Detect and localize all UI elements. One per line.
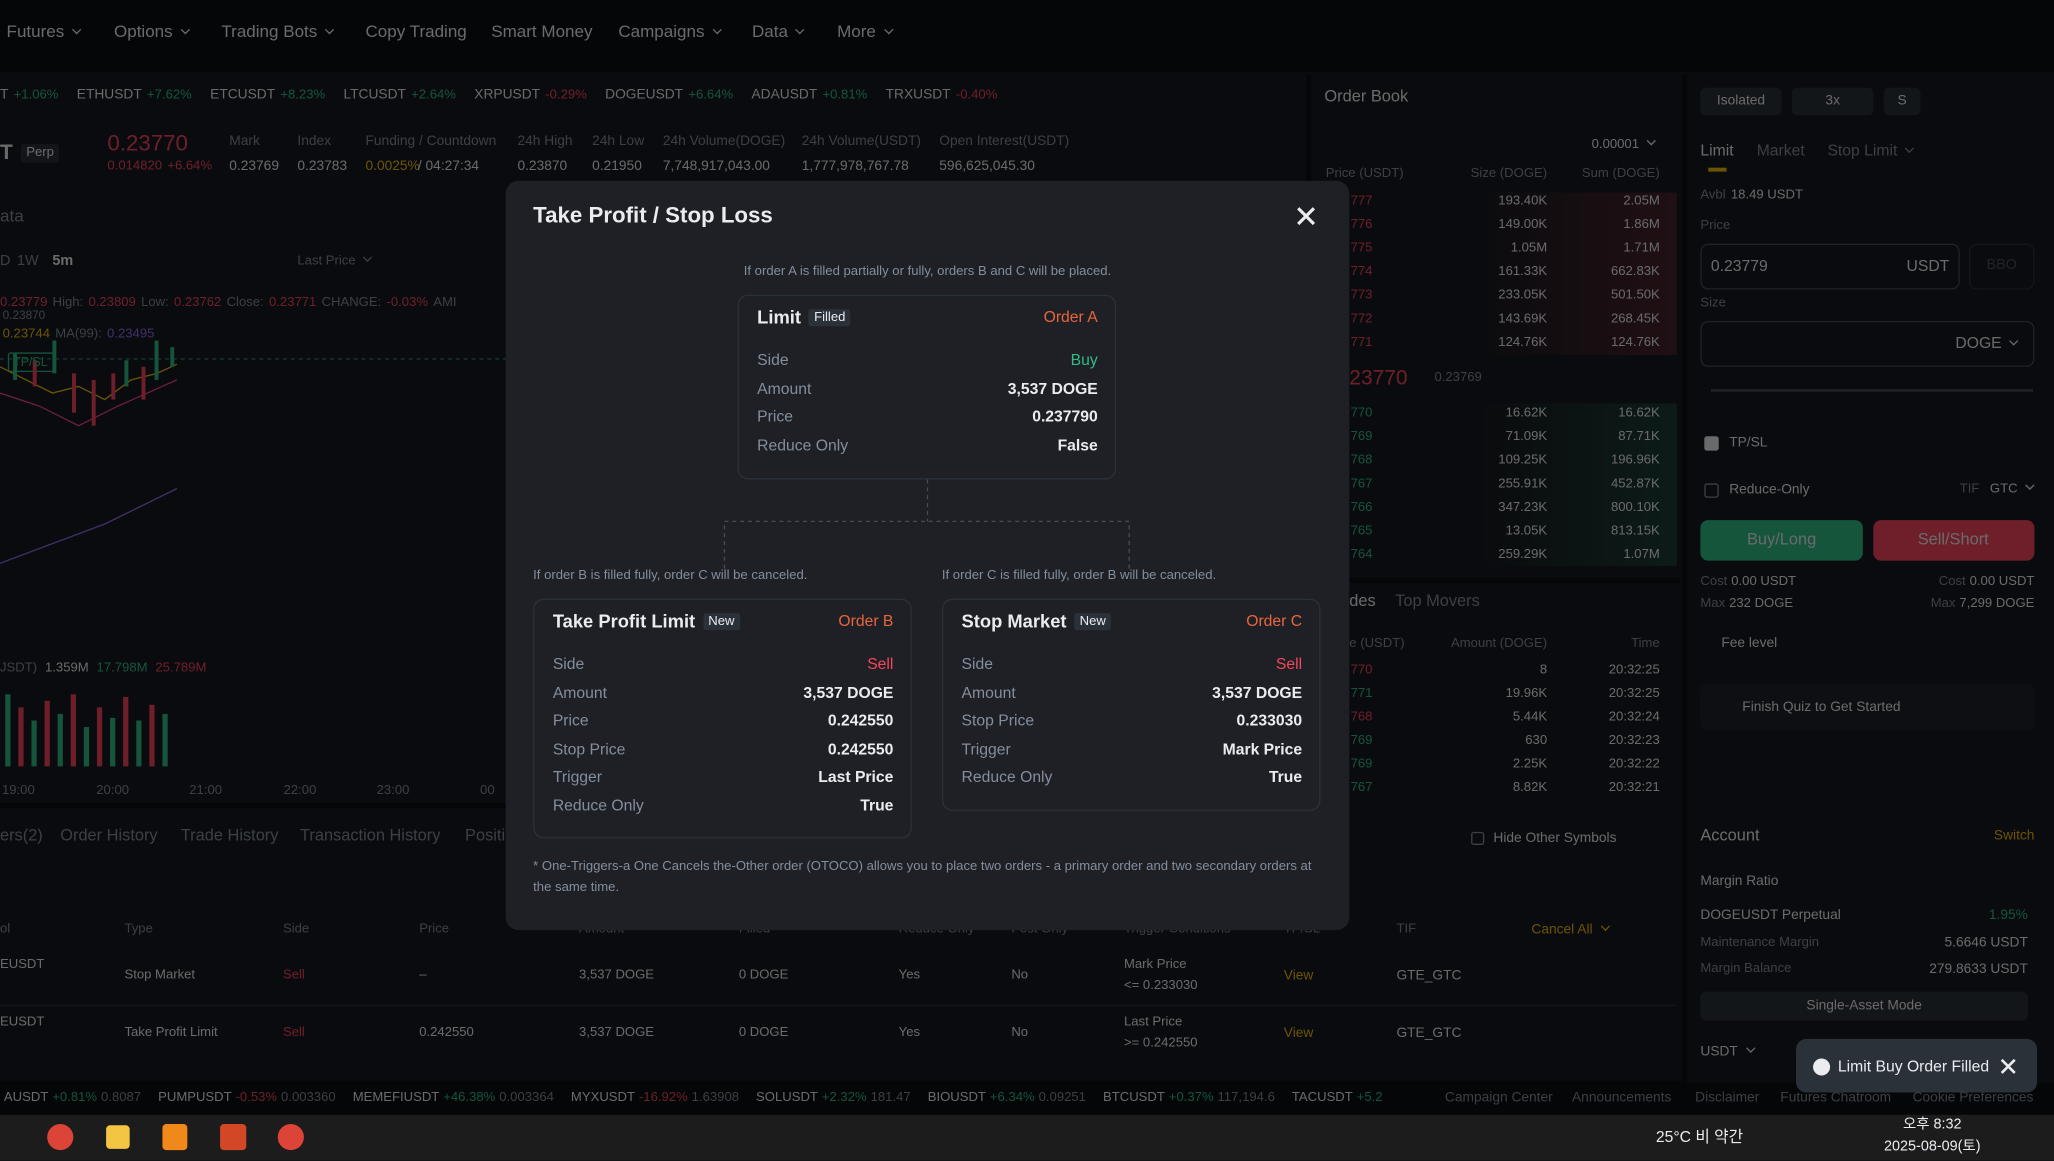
- label: Reduce Only: [757, 435, 849, 454]
- label: False: [1057, 435, 1098, 454]
- label: Stop Price: [961, 711, 1035, 730]
- label: If order A is filled partially or fully,…: [743, 264, 1112, 280]
- label: 0.242550: [827, 739, 894, 758]
- label: Amount: [757, 378, 812, 398]
- badge: New: [1074, 612, 1112, 630]
- app-icon[interactable]: [277, 1123, 304, 1151]
- app-icon[interactable]: [47, 1123, 74, 1151]
- modal: [505, 180, 1350, 931]
- label: Stop Price: [552, 739, 626, 758]
- label: Stop Market: [961, 610, 1067, 632]
- label: 3,537 DOGE: [1212, 682, 1303, 702]
- label: Price: [757, 407, 794, 426]
- label: Order B: [838, 611, 894, 630]
- label: Mark Price: [1222, 739, 1303, 758]
- label: * One-Triggers-a One Cancels the-Other o…: [533, 859, 1312, 895]
- taskbar: [0, 1114, 2054, 1161]
- label: 오후 8:32: [1902, 1116, 1962, 1133]
- card-b: [533, 598, 912, 839]
- label: 3,537 DOGE: [1007, 378, 1098, 398]
- toast: [1796, 1038, 2038, 1093]
- label: Limit Buy Order Filled: [1837, 1056, 1990, 1076]
- app-icon[interactable]: [162, 1123, 188, 1151]
- label: 2025-08-09(토): [1883, 1138, 1981, 1155]
- connector: [723, 479, 1130, 569]
- label: Order A: [1043, 307, 1098, 326]
- label: Side: [552, 654, 585, 674]
- text-row: Stop Market New: [962, 610, 1112, 631]
- text-row: Limit Filled: [757, 306, 851, 328]
- modal-title: Take Profit / Stop Loss: [533, 202, 773, 228]
- label: Side: [757, 350, 789, 370]
- label: If order C is filled fully, order B will…: [941, 568, 1217, 583]
- app-icon[interactable]: [106, 1125, 130, 1149]
- label: 0.237790: [1032, 407, 1098, 426]
- label: True: [860, 795, 894, 814]
- label: 0.242550: [827, 711, 894, 730]
- label: 25°C 비 약간: [1655, 1127, 1744, 1146]
- card-c: [941, 598, 1321, 811]
- label: Side: [961, 654, 994, 674]
- label: True: [1268, 767, 1303, 786]
- label: If order B is filled fully, order C will…: [533, 568, 808, 583]
- label: Last Price: [818, 767, 894, 786]
- label: Price: [552, 711, 589, 730]
- label: 3,537 DOGE: [803, 682, 894, 702]
- label: Limit: [757, 306, 802, 328]
- label: Amount: [961, 682, 1016, 702]
- label: Reduce Only: [961, 767, 1053, 786]
- text-row: Take Profit Limit New: [553, 610, 740, 631]
- label: Trigger: [961, 739, 1011, 758]
- label: 0.233030: [1236, 711, 1303, 730]
- badge: Filled: [808, 308, 851, 326]
- toast-close[interactable]: [2000, 1058, 2016, 1074]
- card-a: [737, 294, 1117, 480]
- app-icon[interactable]: [220, 1123, 247, 1151]
- label: Order C: [1246, 611, 1303, 630]
- toast-icon: [1813, 1058, 1831, 1076]
- label: Buy: [1070, 350, 1098, 370]
- label: Sell: [1275, 654, 1303, 674]
- badge: New: [703, 612, 740, 630]
- label: Take Profit Limit: [552, 610, 696, 632]
- label: Trigger: [552, 767, 603, 786]
- close-button[interactable]: [1296, 206, 1317, 227]
- label: Sell: [867, 654, 894, 674]
- label: Reduce Only: [552, 795, 644, 814]
- label: Amount: [552, 682, 608, 702]
